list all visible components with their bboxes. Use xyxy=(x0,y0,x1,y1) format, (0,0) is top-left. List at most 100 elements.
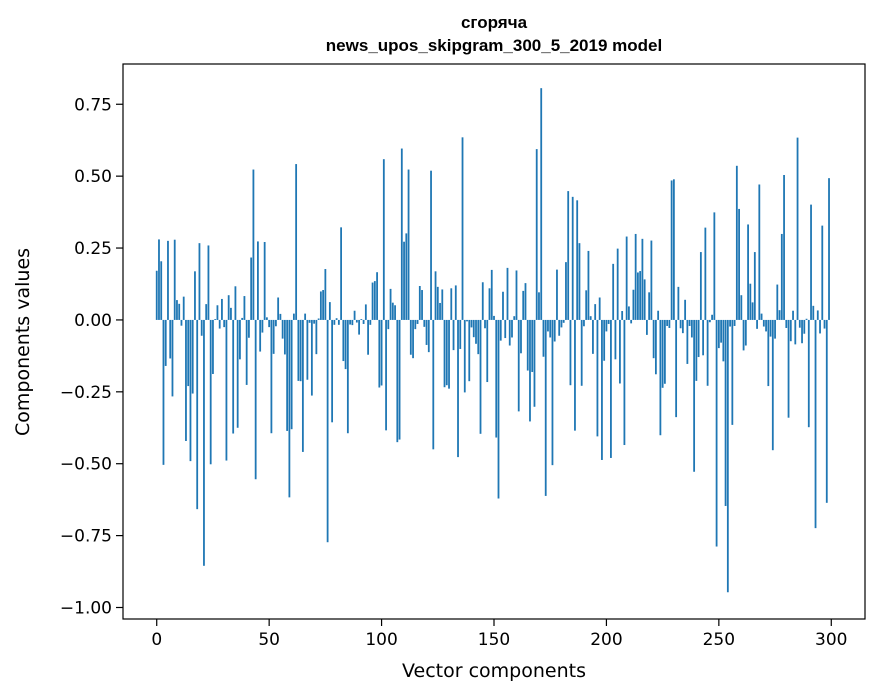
bar-175 xyxy=(549,319,552,338)
bar-245 xyxy=(706,319,709,386)
bar-37 xyxy=(239,319,241,360)
bar-113 xyxy=(409,319,412,355)
bar-236 xyxy=(686,319,689,364)
bar-256 xyxy=(731,319,734,425)
bar-230 xyxy=(672,179,675,320)
bar-16 xyxy=(191,319,194,394)
bar-280 xyxy=(785,319,788,328)
bar-216 xyxy=(641,238,644,320)
bar-92 xyxy=(362,319,365,324)
bar-288 xyxy=(803,319,806,334)
y-tick-label: −0.50 xyxy=(60,455,112,475)
bar-284 xyxy=(794,319,797,345)
bar-168 xyxy=(533,319,536,407)
bar-222 xyxy=(654,319,657,375)
bar-194 xyxy=(592,319,594,354)
bar-211 xyxy=(630,319,633,324)
bar-38 xyxy=(241,317,244,320)
bar-103 xyxy=(387,319,390,330)
bar-186 xyxy=(574,319,576,431)
bar-167 xyxy=(531,319,534,372)
bar-257 xyxy=(733,319,736,326)
bar-202 xyxy=(610,319,612,458)
bar-77 xyxy=(328,302,331,320)
bar-54 xyxy=(277,297,280,320)
bar-289 xyxy=(805,318,808,320)
bar-105 xyxy=(391,302,394,320)
bar-297 xyxy=(823,319,826,329)
bar-244 xyxy=(704,227,707,320)
bar-128 xyxy=(443,319,446,388)
bar-209 xyxy=(625,236,628,320)
bar-188 xyxy=(578,243,581,320)
bar-246 xyxy=(708,319,711,323)
bar-22 xyxy=(205,304,208,320)
bar-119 xyxy=(423,319,426,327)
bar-232 xyxy=(677,286,680,320)
plot-frame xyxy=(122,63,866,620)
bar-259 xyxy=(738,208,740,320)
bar-97 xyxy=(373,281,376,320)
bar-134 xyxy=(457,319,459,458)
bar-174 xyxy=(547,319,549,332)
bar-213 xyxy=(634,233,637,320)
bar-247 xyxy=(711,314,713,320)
bar-282 xyxy=(789,319,792,342)
bar-30 xyxy=(223,319,226,328)
bar-23 xyxy=(207,245,210,320)
x-tick-label: 0 xyxy=(151,630,162,650)
bar-180 xyxy=(560,319,563,328)
y-axis-ticks: 0.75 0.50 0.25 0.00 −0.25 −0.50 −0.75 −1.00 xyxy=(60,95,123,618)
bar-0 xyxy=(155,270,158,320)
bar-64 xyxy=(299,319,302,382)
bar-4 xyxy=(164,319,167,366)
bar-217 xyxy=(643,279,646,320)
bar-243 xyxy=(702,319,705,356)
bar-44 xyxy=(254,319,257,480)
y-tick-label: 0.00 xyxy=(74,311,112,331)
bar-35 xyxy=(234,286,237,320)
bar-79 xyxy=(333,319,336,325)
bar-2 xyxy=(160,261,163,320)
bar-290 xyxy=(807,319,810,428)
bar-102 xyxy=(385,319,387,431)
bar-10 xyxy=(178,303,181,320)
bar-68 xyxy=(308,319,311,323)
bar-115 xyxy=(414,319,417,330)
bar-120 xyxy=(425,319,428,345)
bar-273 xyxy=(769,319,772,337)
bar-143 xyxy=(477,319,480,355)
bar-27 xyxy=(216,305,219,320)
bar-261 xyxy=(742,319,745,351)
bar-111 xyxy=(405,233,408,320)
x-axis-ticks: 0 50 100 150 200 250 300 xyxy=(151,619,847,650)
bar-208 xyxy=(623,319,626,446)
bar-237 xyxy=(688,319,691,326)
bar-144 xyxy=(479,319,482,434)
bar-204 xyxy=(614,319,617,360)
bar-142 xyxy=(475,319,477,344)
x-tick-label: 100 xyxy=(365,630,397,650)
bar-181 xyxy=(562,319,565,323)
bar-137 xyxy=(463,319,466,393)
bar-224 xyxy=(659,319,662,436)
chart-title: сгоряча xyxy=(461,13,528,32)
bar-279 xyxy=(783,175,785,320)
bar-51 xyxy=(270,319,273,434)
bar-132 xyxy=(452,319,455,351)
bar-154 xyxy=(502,291,504,320)
bar-59 xyxy=(288,319,291,498)
bar-65 xyxy=(301,319,304,452)
bar-228 xyxy=(668,319,671,328)
bar-36 xyxy=(236,319,239,428)
bar-286 xyxy=(798,319,801,328)
x-tick-label: 300 xyxy=(815,630,847,650)
bar-78 xyxy=(331,319,334,423)
bar-14 xyxy=(187,319,190,387)
bar-163 xyxy=(522,290,525,320)
bar-75 xyxy=(324,269,327,320)
bar-133 xyxy=(454,285,457,320)
bar-162 xyxy=(520,319,522,354)
bar-60 xyxy=(290,319,293,430)
